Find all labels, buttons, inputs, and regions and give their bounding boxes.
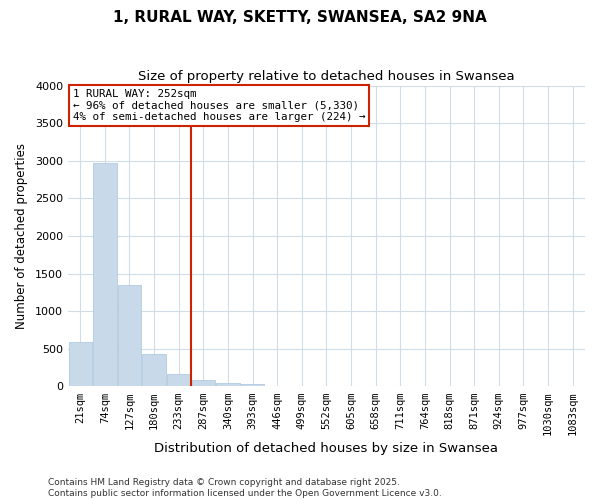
Bar — [93, 163, 116, 386]
Text: 1 RURAL WAY: 252sqm
← 96% of detached houses are smaller (5,330)
4% of semi-deta: 1 RURAL WAY: 252sqm ← 96% of detached ho… — [73, 88, 365, 122]
Bar — [167, 374, 190, 386]
Bar — [241, 384, 264, 386]
Text: Contains HM Land Registry data © Crown copyright and database right 2025.
Contai: Contains HM Land Registry data © Crown c… — [48, 478, 442, 498]
Text: 1, RURAL WAY, SKETTY, SWANSEA, SA2 9NA: 1, RURAL WAY, SKETTY, SWANSEA, SA2 9NA — [113, 10, 487, 25]
Bar — [216, 383, 239, 386]
Y-axis label: Number of detached properties: Number of detached properties — [15, 143, 28, 329]
Bar — [118, 286, 141, 386]
Bar — [68, 342, 92, 386]
Bar — [191, 380, 215, 386]
Bar — [142, 354, 166, 386]
Title: Size of property relative to detached houses in Swansea: Size of property relative to detached ho… — [138, 70, 515, 83]
X-axis label: Distribution of detached houses by size in Swansea: Distribution of detached houses by size … — [154, 442, 499, 455]
